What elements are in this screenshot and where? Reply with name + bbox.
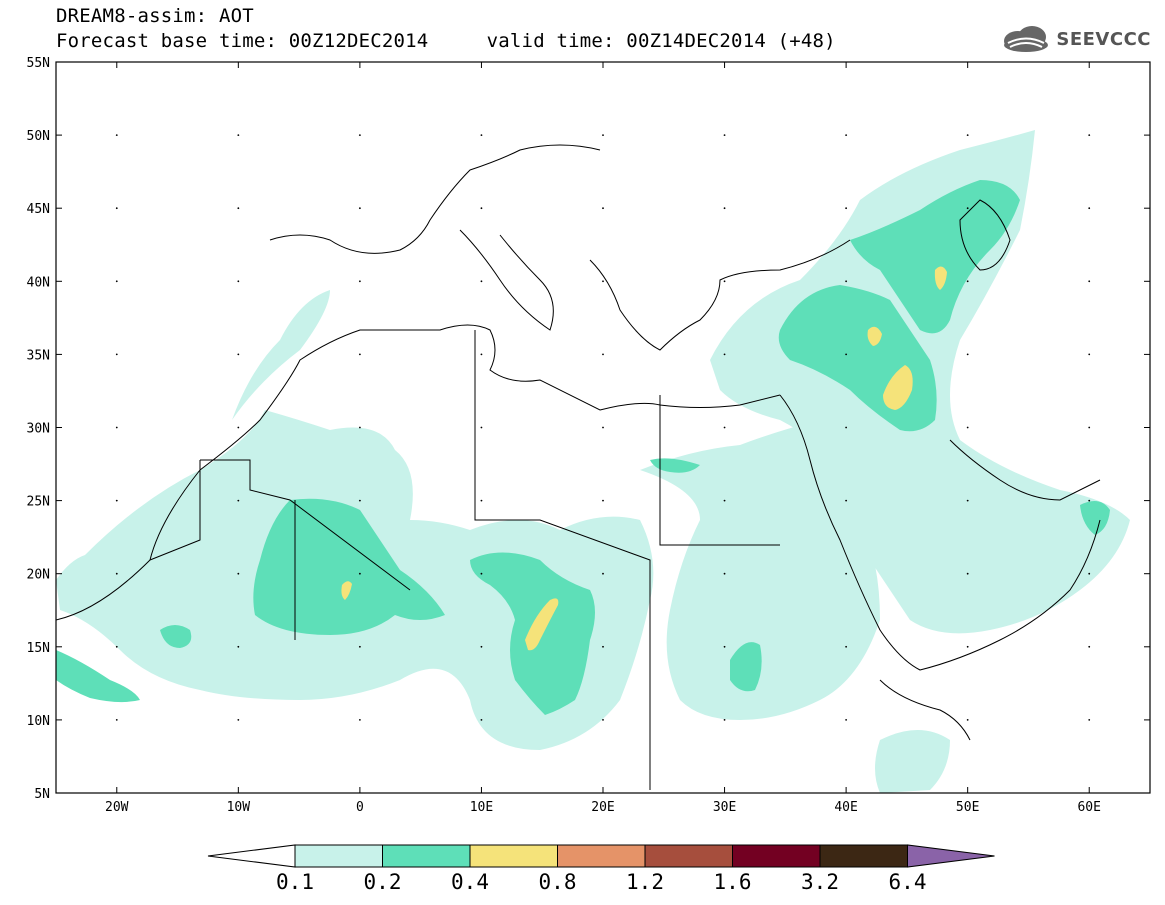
coastlines bbox=[56, 144, 1101, 790]
colorbar-swatch bbox=[469, 844, 558, 868]
grid-dots bbox=[115, 134, 1091, 721]
colorbar-swatch bbox=[294, 844, 383, 868]
lat-label: 15N bbox=[27, 641, 50, 656]
forecast-time-line: Forecast base time: 00Z12DEC2014 valid t… bbox=[56, 30, 836, 52]
colorbar-label: 0.4 bbox=[451, 870, 489, 894]
colorbar-label: 0.2 bbox=[364, 870, 402, 894]
colorbar-swatch bbox=[557, 844, 646, 868]
colorbar-swatch bbox=[732, 844, 821, 868]
colorbar-label: 6.4 bbox=[889, 870, 927, 894]
lat-label: 55N bbox=[27, 56, 50, 71]
lon-label: 30E bbox=[713, 800, 736, 815]
lon-label: 50E bbox=[956, 800, 979, 815]
colorbar-min-arrow bbox=[207, 844, 296, 868]
cloud-logo-icon bbox=[1004, 26, 1049, 52]
lon-label: 20W bbox=[105, 800, 129, 815]
lat-label: 5N bbox=[34, 787, 50, 802]
lat-label: 40N bbox=[27, 275, 50, 290]
colorbar-label: 3.2 bbox=[801, 870, 839, 894]
lon-label: 60E bbox=[1077, 800, 1100, 815]
lat-label: 45N bbox=[27, 202, 50, 217]
colorbar-max-arrow bbox=[907, 844, 995, 868]
lat-label: 35N bbox=[27, 348, 50, 363]
colorbar-swatch bbox=[819, 844, 908, 868]
aot-level-0.4 bbox=[341, 266, 947, 651]
lat-label: 30N bbox=[27, 422, 50, 437]
aot-field bbox=[56, 130, 1130, 793]
lat-label: 20N bbox=[27, 568, 50, 583]
colorbar-swatch bbox=[644, 844, 733, 868]
lon-label: 40E bbox=[834, 800, 857, 815]
colorbar-swatch bbox=[382, 844, 471, 868]
colorbar-label: 1.2 bbox=[626, 870, 664, 894]
seevccc-logo: SEEVCCC bbox=[1000, 24, 1151, 54]
lat-label: 10N bbox=[27, 714, 50, 729]
lat-label: 50N bbox=[27, 129, 50, 144]
lat-axis: 55N 50N 45N 40N 35N 30N 25N 20N 15N 10N 5N bbox=[27, 56, 1150, 802]
colorbar-label: 1.6 bbox=[714, 870, 752, 894]
lon-label: 10W bbox=[227, 800, 251, 815]
colorbar-label: 0.8 bbox=[539, 870, 577, 894]
colorbar-label: 0.1 bbox=[276, 870, 314, 894]
logo-text: SEEVCCC bbox=[1056, 28, 1151, 50]
lat-label: 25N bbox=[27, 495, 50, 510]
map-title: DREAM8-assim: AOT bbox=[56, 5, 254, 27]
lon-label: 0 bbox=[356, 800, 364, 815]
lon-label: 20E bbox=[591, 800, 614, 815]
lon-axis: 20W 10W 0 10E 20E 30E 40E 50E 60E bbox=[105, 62, 1101, 815]
lon-label: 10E bbox=[470, 800, 493, 815]
